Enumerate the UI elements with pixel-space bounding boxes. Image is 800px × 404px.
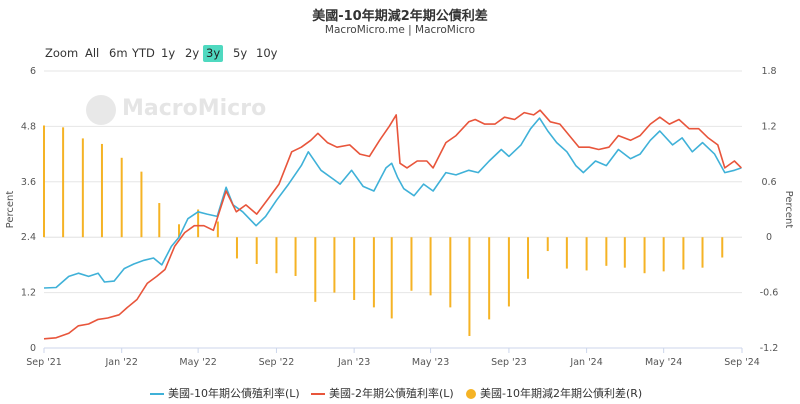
range-button-3y[interactable]: 3y [203, 45, 224, 62]
y-right-tick-label: 0 [766, 232, 772, 243]
legend-item-2y[interactable]: 美國-2年期公債殖利率(L) [311, 386, 454, 402]
spread-bar [546, 237, 549, 252]
spread-bar [585, 237, 588, 271]
spread-bars [43, 125, 724, 336]
spread-bar [255, 237, 258, 264]
y-right-axis-title: Percent [783, 191, 794, 229]
watermark-logo-icon [86, 95, 116, 125]
spread-bar [643, 237, 646, 274]
spread-bar [140, 171, 143, 238]
x-tick-label: May '23 [412, 357, 449, 368]
watermark: MacroMicro [122, 96, 267, 121]
y-right-tick-label: -0.6 [760, 288, 779, 299]
y-right-tick-label: -1.2 [760, 343, 779, 354]
range-button-5y[interactable]: 5y [233, 46, 248, 60]
spread-bar [275, 237, 278, 274]
spread-bar [120, 157, 123, 238]
y-left-tick-label: 6 [30, 66, 36, 77]
chart-canvas: 0 1.2 2.4 3.6 4.8 6 -1.2 -0.6 0 0.6 1.2 1.8 Sep '21 J… [5, 66, 794, 368]
series-line-2y [43, 109, 742, 340]
y-right-tick-label: 0.6 [761, 177, 776, 188]
range-label-zoom: Zoom [45, 46, 79, 60]
legend-item-spread[interactable]: 美國-10年期減2年期公債利差(R) [466, 386, 642, 402]
spread-bar [158, 203, 161, 238]
y-left-axis-title: Percent [5, 191, 16, 229]
range-button-6m[interactable]: 6m [109, 46, 128, 60]
range-button-ytd[interactable]: YTD [132, 46, 155, 60]
spread-bar [333, 237, 336, 293]
y-right-tick-label: 1.8 [761, 66, 776, 77]
x-tick-label: Sep '24 [724, 357, 760, 368]
spread-bar [235, 237, 238, 259]
x-tick-label: Sep '23 [491, 357, 527, 368]
spread-bar [81, 138, 84, 238]
spread-bar [410, 237, 413, 291]
legend-dot-spread [466, 389, 476, 399]
spread-bar [605, 237, 608, 266]
y-left-tick-label: 1.2 [21, 288, 36, 299]
legend-label-spread: 美國-10年期減2年期公債利差(R) [480, 387, 643, 400]
x-tick-label: May '24 [645, 357, 682, 368]
x-tick-label: Sep '21 [26, 357, 62, 368]
spread-bar [390, 237, 393, 319]
spread-bar [216, 221, 219, 238]
range-button-1y[interactable]: 1y [161, 46, 176, 60]
legend-line-2y [311, 393, 325, 395]
chart-subtitle: MacroMicro.me | MacroMicro [324, 24, 476, 36]
y-left-tick-label: 3.6 [21, 177, 36, 188]
legend-label-2y: 美國-2年期公債殖利率(L) [329, 387, 454, 400]
spread-bar [353, 237, 356, 300]
yield-lines [43, 109, 742, 340]
x-tick-label: Jan '24 [569, 357, 602, 368]
x-tick-label: May '22 [179, 357, 216, 368]
legend-item-10y[interactable]: 美國-10年期公債殖利率(L) [150, 386, 300, 402]
range-button-2y[interactable]: 2y [185, 46, 200, 60]
spread-bar [62, 127, 65, 238]
spread-bar [701, 237, 704, 268]
x-tick-label: Jan '23 [337, 357, 370, 368]
legend-label-10y: 美國-10年期公債殖利率(L) [168, 387, 300, 400]
legend-line-10y [150, 393, 164, 395]
spread-bar [468, 237, 471, 336]
spread-bar [623, 237, 626, 268]
spread-bar [294, 237, 297, 276]
spread-bar [721, 237, 724, 258]
y-left-tick-label: 0 [30, 343, 36, 354]
spread-bar [178, 224, 181, 238]
axes: 0 1.2 2.4 3.6 4.8 6 -1.2 -0.6 0 0.6 1.2 1.8 Sep '21 J… [5, 66, 794, 368]
spread-bar [197, 209, 200, 238]
y-right-tick-label: 1.2 [761, 121, 776, 132]
series-line-10y [43, 117, 742, 289]
chart-title: 美國-10年期減2年期公債利差 [312, 9, 488, 24]
spread-bar [372, 237, 375, 308]
spread-bar [682, 237, 685, 270]
spread-bar [527, 237, 530, 279]
spread-bar [43, 125, 45, 238]
spread-bar [100, 143, 103, 238]
grid [44, 70, 742, 349]
range-button-all[interactable]: All [85, 46, 100, 60]
legend: 美國-10年期公債殖利率(L) 美國-2年期公債殖利率(L) 美國-10年期減2… [0, 386, 800, 402]
x-tick-label: Sep '22 [259, 357, 295, 368]
spread-bar [314, 237, 317, 302]
spread-bar [488, 237, 491, 320]
spread-bar [565, 237, 568, 269]
spread-bar [449, 237, 452, 308]
y-left-tick-label: 4.8 [21, 121, 36, 132]
spread-bar [662, 237, 665, 272]
spread-bar [429, 237, 432, 296]
x-tick-label: Jan '22 [105, 357, 138, 368]
spread-bar [507, 237, 510, 307]
y-left-tick-label: 2.4 [21, 232, 36, 243]
range-button-10y[interactable]: 10y [256, 46, 278, 60]
